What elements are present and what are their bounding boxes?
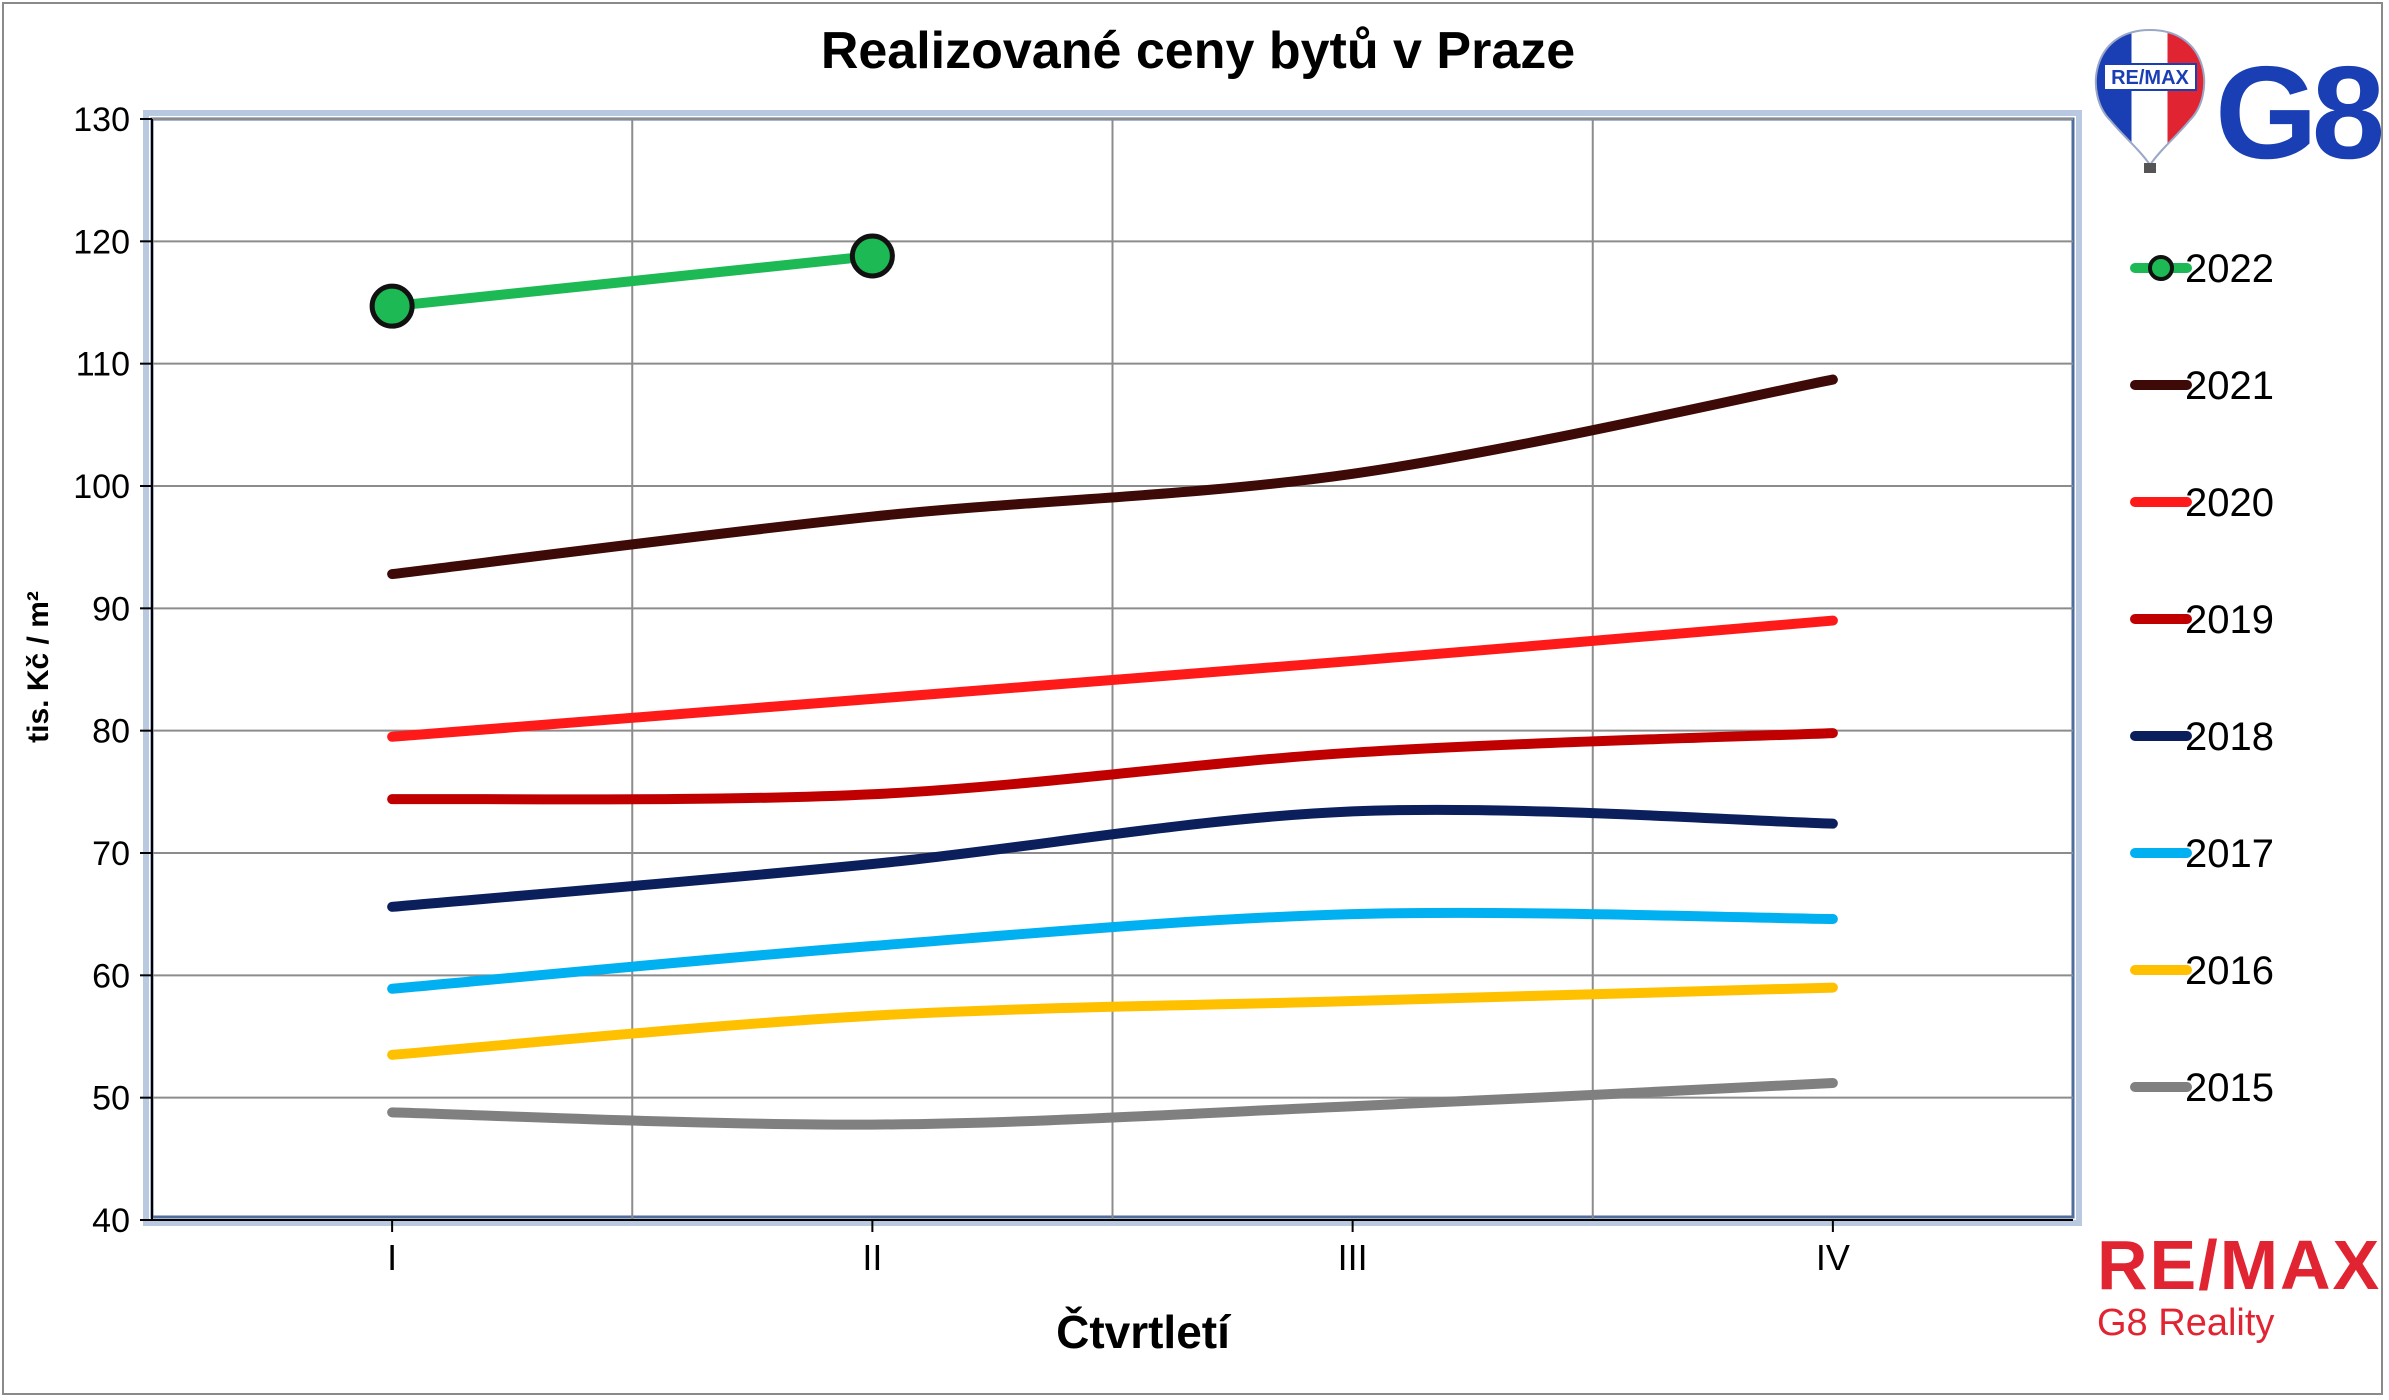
series-2022-point — [849, 233, 895, 279]
legend-label: 2022 — [2185, 247, 2274, 291]
balloon-icon: RE/MAX — [2094, 28, 2206, 173]
y-tick-label: 130 — [73, 101, 130, 139]
series-2022-line — [387, 251, 878, 312]
legend-label: 2021 — [2185, 364, 2274, 408]
x-tick-label: III — [1338, 1237, 1368, 1278]
x-tick-label: IV — [1816, 1237, 1850, 1278]
legend-item-2020: 2020 — [2130, 481, 2274, 525]
y-tick-label: 90 — [92, 590, 130, 628]
remax-wordmark: RE/MAX — [2097, 1226, 2382, 1304]
x-axis-label: Čtvrtletí — [1056, 1306, 1232, 1358]
legend-label: 2019 — [2185, 598, 2274, 642]
legend-item-2015: 2015 — [2130, 1066, 2274, 1110]
series-lines — [369, 233, 1838, 1130]
y-tick-label: 50 — [92, 1080, 130, 1118]
legend-label: 2018 — [2185, 715, 2274, 759]
balloon-label: RE/MAX — [2111, 67, 2189, 89]
legend-marker — [2148, 255, 2174, 281]
y-tick-label: 70 — [92, 835, 130, 873]
legend-item-2016: 2016 — [2130, 949, 2274, 993]
legend-label: 2015 — [2185, 1066, 2274, 1110]
legend-item-2018: 2018 — [2130, 715, 2274, 759]
series-2020-line — [387, 615, 1838, 742]
series-2022-point — [369, 283, 415, 329]
y-tick-label: 100 — [73, 468, 130, 506]
y-tick-label: 110 — [76, 346, 130, 384]
chart-title: Realizované ceny bytů v Praze — [821, 22, 1575, 80]
series-2019-line — [387, 728, 1838, 805]
legend: 2022 2021 2020 2019 2018 2017 2016 2015 — [2130, 247, 2274, 1110]
remax-g8-logo: RE/MAX G8 — [2094, 28, 2388, 186]
series-2018-line — [387, 804, 1838, 912]
y-tick-label: 80 — [92, 713, 130, 751]
legend-item-2019: 2019 — [2130, 598, 2274, 642]
legend-label: 2016 — [2185, 949, 2274, 993]
remax-g8-reality-logo: RE/MAX G8 Reality — [2097, 1226, 2382, 1345]
series-2017-line — [387, 907, 1838, 994]
series-2021-line — [387, 374, 1838, 580]
y-tick-label: 40 — [92, 1202, 130, 1240]
y-axis-label: tis. Kč / m² — [22, 591, 55, 743]
y-tick-label: 60 — [92, 957, 130, 995]
y-tick-label: 120 — [73, 223, 130, 261]
legend-item-2021: 2021 — [2130, 364, 2274, 408]
x-tick-label: I — [387, 1237, 397, 1278]
legend-label: 2020 — [2185, 481, 2274, 525]
legend-label: 2017 — [2185, 832, 2274, 876]
g8-logo-text: G8 — [2215, 39, 2382, 186]
legend-item-2022: 2022 — [2130, 247, 2274, 291]
series-2016-line — [387, 982, 1838, 1060]
x-tick-label: II — [862, 1237, 882, 1278]
remax-subtitle: G8 Reality — [2097, 1302, 2275, 1344]
series-2015-line — [387, 1077, 1838, 1130]
legend-item-2017: 2017 — [2130, 832, 2274, 876]
